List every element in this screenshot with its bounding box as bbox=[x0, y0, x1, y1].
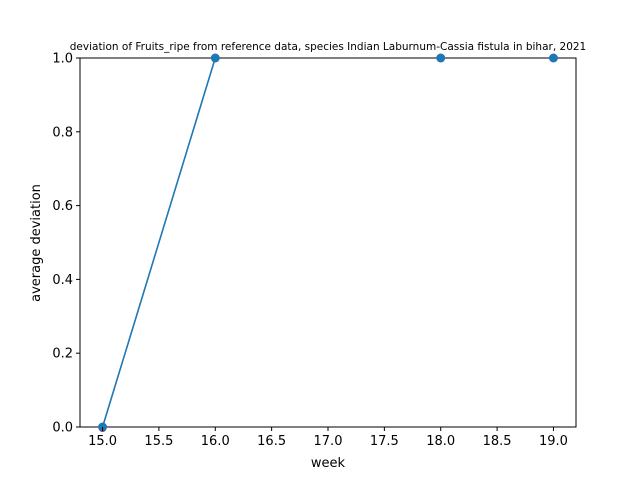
data-point bbox=[548, 53, 558, 63]
x-tick-label: 17.5 bbox=[370, 434, 399, 449]
x-axis-label: week bbox=[311, 456, 346, 471]
y-axis-label: average deviation bbox=[29, 184, 44, 302]
x-axis-ticks: 15.0 15.5 16.0 16.5 17.0 17.5 18.0 18.5 19.0 bbox=[88, 427, 568, 449]
plot-area bbox=[79, 57, 577, 428]
data-point bbox=[436, 53, 446, 63]
x-tick-label: 16.0 bbox=[201, 434, 230, 449]
y-tick-label: 0.8 bbox=[52, 125, 73, 140]
x-tick-label: 18.5 bbox=[483, 434, 512, 449]
y-axis-ticks: 0.0 0.2 0.4 0.6 0.8 1.0 bbox=[52, 52, 80, 436]
x-tick-label: 19.0 bbox=[539, 434, 568, 449]
data-marks bbox=[98, 53, 558, 432]
y-tick-label: 1.0 bbox=[52, 52, 73, 67]
y-tick-label: 0.6 bbox=[52, 199, 73, 214]
x-tick-label: 18.0 bbox=[426, 434, 455, 449]
chart-title: deviation of Fruits_ripe from reference … bbox=[70, 41, 586, 53]
x-tick-label: 15.5 bbox=[144, 434, 173, 449]
plot-frame bbox=[79, 57, 577, 428]
y-tick-label: 0.2 bbox=[52, 347, 73, 362]
x-tick-label: 16.5 bbox=[257, 434, 286, 449]
data-point bbox=[210, 53, 220, 63]
y-tick-label: 0.4 bbox=[52, 273, 73, 288]
x-tick-label: 15.0 bbox=[88, 434, 117, 449]
y-tick-label: 0.0 bbox=[52, 421, 73, 436]
series-line bbox=[101, 57, 217, 428]
x-tick-label: 17.0 bbox=[314, 434, 343, 449]
